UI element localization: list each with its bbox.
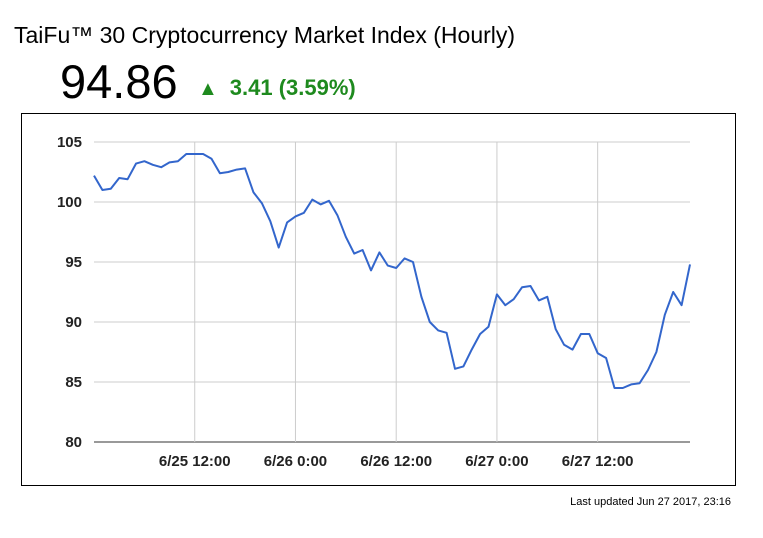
y-tick-label: 105: [57, 134, 82, 151]
data-point: [101, 189, 103, 191]
price-change: ▲ 3.41 (3.59%): [198, 74, 356, 103]
data-point: [336, 214, 338, 216]
current-price: 94.86: [60, 55, 178, 108]
data-point: [655, 351, 657, 353]
data-point: [211, 158, 213, 160]
data-point: [664, 314, 666, 316]
data-point: [630, 383, 632, 385]
data-point: [454, 368, 456, 370]
chart-title: TaiFu™ 30 Cryptocurrency Market Index (H…: [14, 22, 516, 48]
data-point: [420, 296, 422, 298]
data-point: [269, 220, 271, 222]
data-point: [362, 249, 364, 251]
data-point: [513, 298, 515, 300]
data-point: [613, 387, 615, 389]
data-point: [169, 161, 171, 163]
y-tick-label: 95: [65, 254, 82, 271]
data-point: [597, 352, 599, 354]
data-point: [504, 304, 506, 306]
x-tick-label: 6/25 12:00: [159, 453, 231, 470]
data-point: [647, 369, 649, 371]
data-point: [93, 175, 95, 177]
data-point: [479, 333, 481, 335]
x-tick-label: 6/26 0:00: [264, 453, 327, 470]
data-point: [328, 200, 330, 202]
data-point: [571, 349, 573, 351]
data-point: [622, 387, 624, 389]
data-point: [378, 251, 380, 253]
data-point: [278, 247, 280, 249]
data-point: [471, 349, 473, 351]
data-point: [194, 153, 196, 155]
data-point: [160, 166, 162, 168]
data-point: [252, 191, 254, 193]
data-point: [555, 328, 557, 330]
data-point: [404, 257, 406, 259]
y-tick-label: 80: [65, 434, 82, 451]
data-point: [118, 177, 120, 179]
data-point: [236, 169, 238, 171]
data-point: [546, 296, 548, 298]
data-point: [135, 163, 137, 165]
x-tick-label: 6/26 12:00: [360, 453, 432, 470]
data-point: [177, 160, 179, 162]
data-point: [127, 178, 129, 180]
data-point: [437, 329, 439, 331]
y-tick-label: 85: [65, 374, 82, 391]
data-point: [261, 202, 263, 204]
data-point: [521, 286, 523, 288]
data-point: [429, 321, 431, 323]
data-point: [244, 167, 246, 169]
data-point: [227, 171, 229, 173]
y-tick-label: 100: [57, 194, 82, 211]
data-point: [672, 291, 674, 293]
chart-frame: 80 85 90 95 100 105 6/25 12:00 6/26 0:00 6/26 12…: [21, 113, 736, 486]
data-point: [294, 215, 296, 217]
last-updated-label: Last updated Jun 27 2017, 23:16: [570, 496, 731, 508]
data-point: [496, 293, 498, 295]
data-point: [395, 267, 397, 269]
data-point: [538, 299, 540, 301]
data-point: [185, 153, 187, 155]
data-point: [530, 285, 532, 287]
data-point: [143, 160, 145, 162]
data-point: [588, 333, 590, 335]
data-point: [639, 382, 641, 384]
data-point: [311, 199, 313, 201]
line-chart: 80 85 90 95 100 105 6/25 12:00 6/26 0:00 6/26 12…: [57, 134, 691, 470]
series-line: [93, 153, 691, 389]
x-tick-label: 6/27 12:00: [562, 453, 634, 470]
up-arrow-icon: ▲: [198, 78, 218, 100]
data-point: [605, 357, 607, 359]
data-point: [202, 153, 204, 155]
data-point: [462, 365, 464, 367]
data-point: [387, 265, 389, 267]
data-point: [580, 333, 582, 335]
data-point: [412, 261, 414, 263]
data-point: [219, 172, 221, 174]
x-tick-label: 6/27 0:00: [465, 453, 528, 470]
data-point: [681, 304, 683, 306]
data-point: [689, 263, 691, 265]
data-point: [488, 326, 490, 328]
data-point: [110, 188, 112, 190]
data-point: [446, 332, 448, 334]
data-point: [353, 253, 355, 255]
data-point: [152, 164, 154, 166]
data-point: [345, 236, 347, 238]
data-point: [563, 344, 565, 346]
data-point: [303, 212, 305, 214]
change-value: 3.41 (3.59%): [229, 75, 356, 100]
data-point: [370, 269, 372, 271]
data-point: [320, 203, 322, 205]
data-point: [286, 221, 288, 223]
y-tick-label: 90: [65, 314, 82, 331]
